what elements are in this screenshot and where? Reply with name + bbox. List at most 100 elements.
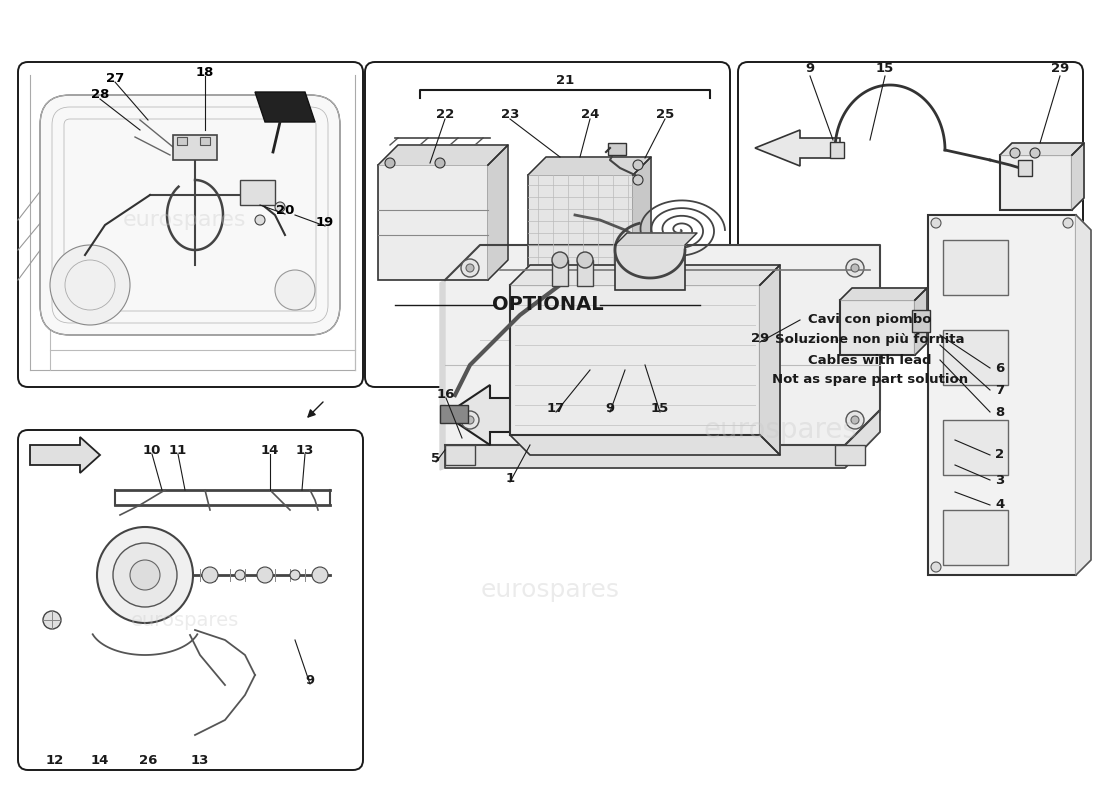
Circle shape [846, 259, 864, 277]
Polygon shape [30, 437, 100, 473]
Bar [943, 240, 1008, 295]
Circle shape [97, 527, 192, 623]
Text: 29: 29 [1050, 62, 1069, 75]
Text: 25: 25 [656, 109, 674, 122]
Bar [578, 260, 593, 286]
Circle shape [632, 175, 644, 185]
Circle shape [461, 411, 478, 429]
Polygon shape [915, 288, 927, 355]
Circle shape [290, 570, 300, 580]
Text: 12: 12 [46, 754, 64, 766]
Circle shape [461, 259, 478, 277]
Polygon shape [632, 157, 651, 270]
Text: 27: 27 [106, 71, 124, 85]
Circle shape [434, 158, 446, 168]
Circle shape [202, 567, 218, 583]
Polygon shape [255, 92, 315, 122]
Text: eurospares: eurospares [481, 578, 619, 602]
Polygon shape [510, 435, 780, 455]
Text: eurospares: eurospares [131, 610, 239, 630]
Text: 11: 11 [169, 443, 187, 457]
Circle shape [113, 543, 177, 607]
Text: Cables with lead: Cables with lead [808, 354, 932, 366]
Circle shape [846, 411, 864, 429]
Text: 9: 9 [306, 674, 315, 686]
Text: 14: 14 [261, 443, 279, 457]
Text: 19: 19 [316, 215, 334, 229]
FancyBboxPatch shape [40, 95, 340, 335]
Circle shape [1063, 218, 1072, 228]
Polygon shape [1000, 143, 1084, 155]
Text: 20: 20 [276, 203, 294, 217]
Bar [943, 510, 1008, 565]
Text: 21: 21 [556, 74, 574, 86]
Bar [200, 137, 210, 145]
Text: Cavi con piombo: Cavi con piombo [808, 314, 932, 326]
Bar [1000, 155, 1072, 210]
Text: 13: 13 [296, 443, 315, 457]
Circle shape [851, 416, 859, 424]
Bar [608, 143, 626, 155]
Text: 17: 17 [547, 402, 565, 414]
Text: 2: 2 [996, 449, 1004, 462]
Text: 4: 4 [996, 498, 1004, 511]
Bar [943, 330, 1008, 385]
Circle shape [275, 202, 285, 212]
Text: 28: 28 [91, 89, 109, 102]
Text: 26: 26 [139, 754, 157, 766]
Circle shape [312, 567, 328, 583]
Text: eurospares: eurospares [123, 210, 246, 230]
Circle shape [931, 218, 940, 228]
Circle shape [632, 160, 644, 170]
FancyBboxPatch shape [18, 62, 363, 387]
Circle shape [578, 252, 593, 268]
Text: 10: 10 [143, 443, 162, 457]
Circle shape [50, 245, 130, 325]
Bar [928, 215, 1076, 575]
Bar [177, 137, 187, 145]
Polygon shape [1072, 143, 1084, 210]
Circle shape [255, 215, 265, 225]
Text: eurospares: eurospares [703, 416, 857, 444]
Polygon shape [440, 280, 446, 470]
Bar [378, 165, 488, 280]
Text: Not as spare part solution: Not as spare part solution [772, 374, 968, 386]
FancyBboxPatch shape [365, 62, 730, 387]
Circle shape [257, 567, 273, 583]
FancyBboxPatch shape [738, 62, 1084, 292]
Circle shape [235, 570, 245, 580]
FancyBboxPatch shape [18, 430, 363, 770]
Text: 18: 18 [196, 66, 214, 78]
Text: 15: 15 [876, 62, 894, 75]
Bar [446, 445, 475, 465]
Text: 3: 3 [996, 474, 1004, 486]
Circle shape [130, 560, 159, 590]
Polygon shape [510, 265, 780, 285]
Polygon shape [755, 130, 840, 166]
Text: 29: 29 [751, 331, 769, 345]
Bar [840, 300, 915, 355]
Text: 9: 9 [805, 62, 815, 75]
Circle shape [1010, 148, 1020, 158]
Bar [912, 310, 930, 332]
Polygon shape [446, 385, 530, 445]
Text: 5: 5 [431, 451, 441, 465]
Text: 1: 1 [505, 471, 515, 485]
Text: 7: 7 [996, 383, 1004, 397]
Polygon shape [488, 145, 508, 280]
Text: 9: 9 [605, 402, 615, 414]
Circle shape [385, 158, 395, 168]
Text: 14: 14 [91, 754, 109, 766]
Polygon shape [615, 233, 697, 245]
Text: 13: 13 [190, 754, 209, 766]
Text: OPTIONAL: OPTIONAL [492, 295, 603, 314]
Polygon shape [528, 157, 651, 175]
Bar [240, 180, 275, 205]
Bar [552, 260, 568, 286]
Bar [835, 445, 865, 465]
Text: 6: 6 [996, 362, 1004, 374]
Circle shape [851, 264, 859, 272]
Bar [830, 142, 844, 158]
Bar [173, 135, 217, 160]
Text: 16: 16 [437, 389, 455, 402]
